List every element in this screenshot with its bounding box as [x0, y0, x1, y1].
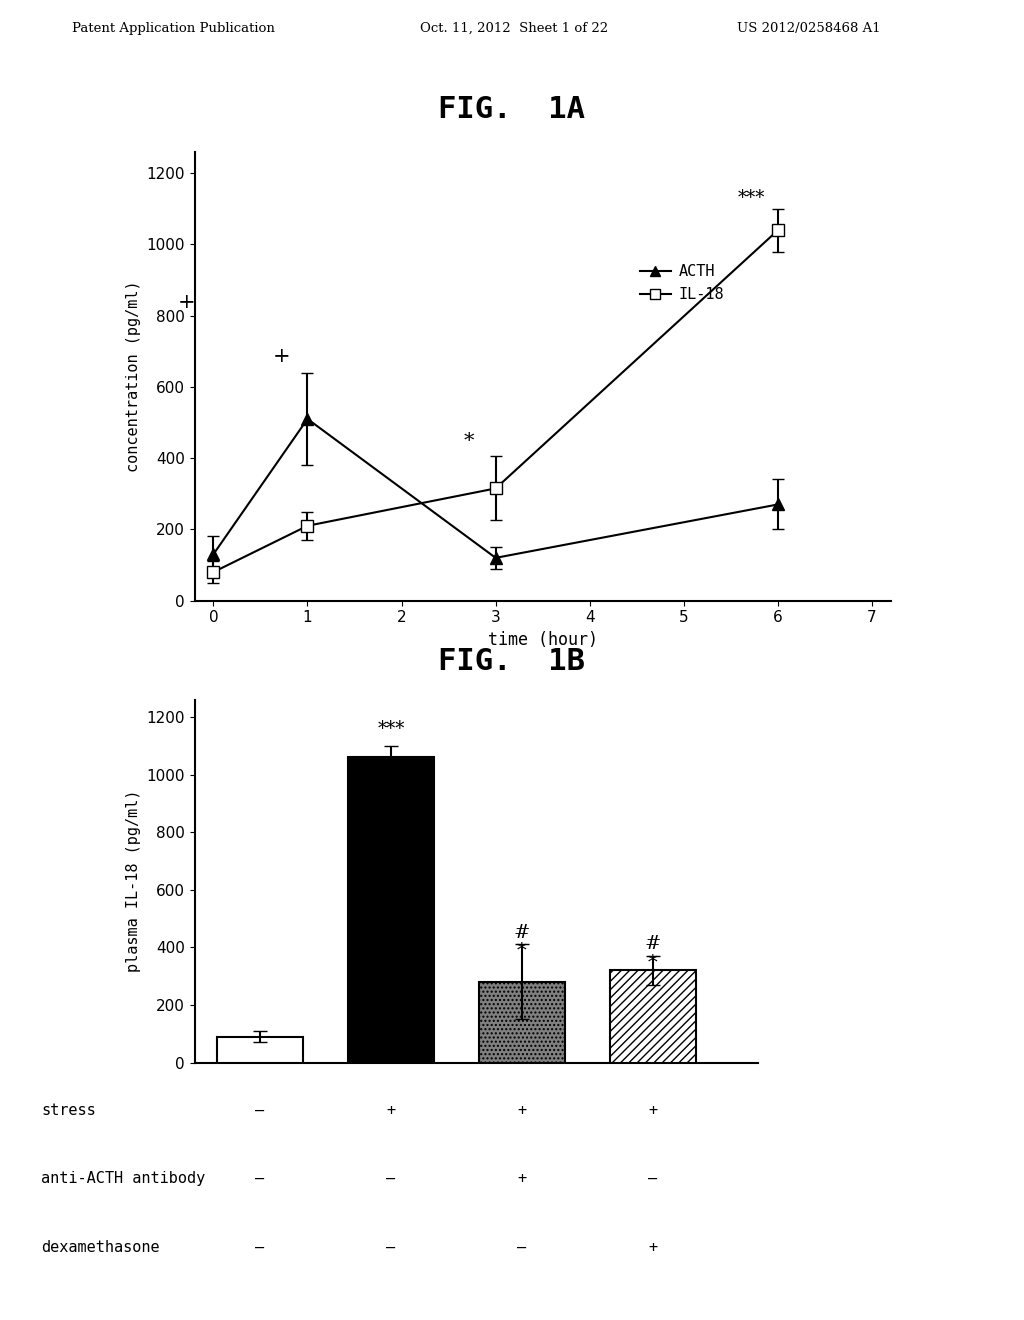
Text: +: +	[178, 293, 196, 312]
Text: —: —	[517, 1241, 526, 1255]
Text: —: —	[386, 1241, 395, 1255]
Legend: ACTH, IL-18: ACTH, IL-18	[634, 259, 730, 308]
Text: dexamethasone: dexamethasone	[41, 1241, 160, 1255]
Text: +: +	[517, 1104, 526, 1118]
Text: Patent Application Publication: Patent Application Publication	[72, 22, 274, 34]
Text: *: *	[464, 432, 474, 451]
Text: +: +	[517, 1171, 526, 1185]
Text: *: *	[517, 942, 526, 961]
Text: +: +	[648, 1104, 657, 1118]
Text: US 2012/0258468 A1: US 2012/0258468 A1	[737, 22, 881, 34]
X-axis label: time (hour): time (hour)	[487, 631, 598, 649]
Text: ***: ***	[738, 189, 765, 207]
Text: —: —	[255, 1171, 264, 1185]
Text: *: *	[648, 954, 657, 972]
Text: +: +	[648, 1241, 657, 1255]
Y-axis label: plasma IL-18 (pg/ml): plasma IL-18 (pg/ml)	[126, 789, 140, 973]
Bar	[217, 1036, 303, 1063]
Text: ***: ***	[377, 721, 404, 738]
Text: #: #	[645, 935, 662, 953]
Text: +: +	[272, 347, 290, 366]
Text: anti-ACTH antibody: anti-ACTH antibody	[41, 1171, 205, 1185]
Text: #: #	[514, 924, 530, 941]
Y-axis label: concentration (pg/ml): concentration (pg/ml)	[126, 280, 140, 473]
Text: —: —	[255, 1104, 264, 1118]
Bar	[348, 758, 433, 1063]
Text: +: +	[386, 1104, 395, 1118]
Text: —: —	[386, 1171, 395, 1185]
Text: FIG.  1B: FIG. 1B	[438, 647, 586, 676]
Text: stress: stress	[41, 1104, 95, 1118]
Text: FIG.  1A: FIG. 1A	[438, 95, 586, 124]
Text: —: —	[255, 1241, 264, 1255]
Bar	[479, 982, 564, 1063]
Text: —: —	[648, 1171, 657, 1185]
Text: Oct. 11, 2012  Sheet 1 of 22: Oct. 11, 2012 Sheet 1 of 22	[420, 22, 608, 34]
Bar	[610, 970, 695, 1063]
